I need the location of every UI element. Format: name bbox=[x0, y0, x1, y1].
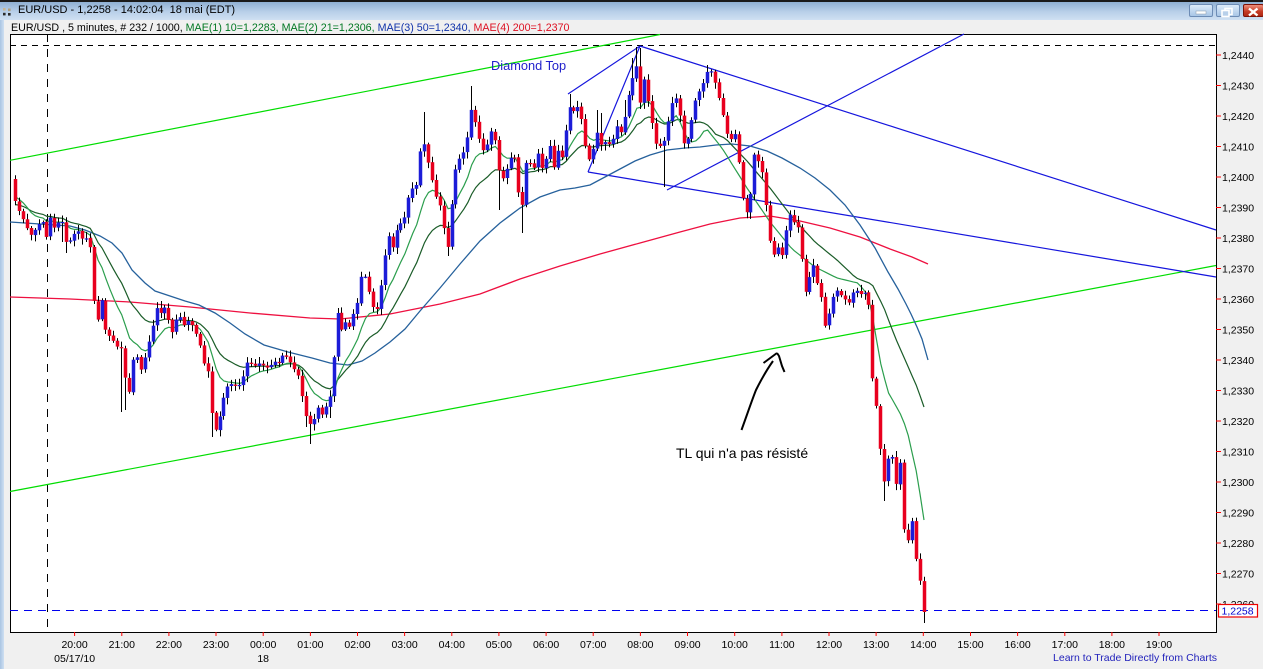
svg-text:12:00: 12:00 bbox=[816, 639, 842, 651]
svg-text:Learn to Trade Directly from C: Learn to Trade Directly from Charts bbox=[1053, 652, 1217, 664]
svg-text:1,2370: 1,2370 bbox=[1222, 263, 1254, 275]
svg-text:1,2300: 1,2300 bbox=[1222, 477, 1254, 489]
svg-text:1,2440: 1,2440 bbox=[1222, 50, 1254, 62]
svg-text:1,2390: 1,2390 bbox=[1222, 202, 1254, 214]
svg-text:1,2320: 1,2320 bbox=[1222, 416, 1254, 428]
svg-text:14:00: 14:00 bbox=[910, 639, 936, 651]
svg-text:18: 18 bbox=[257, 653, 269, 665]
svg-text:00:00: 00:00 bbox=[250, 639, 276, 651]
svg-text:03:00: 03:00 bbox=[391, 639, 417, 651]
svg-text:18:00: 18:00 bbox=[1099, 639, 1125, 651]
svg-text:05/17/10: 05/17/10 bbox=[54, 653, 95, 665]
svg-text:22:00: 22:00 bbox=[156, 639, 182, 651]
svg-text:1,2420: 1,2420 bbox=[1222, 111, 1254, 123]
svg-text:Diamond Top: Diamond Top bbox=[491, 58, 566, 73]
svg-text:1,2400: 1,2400 bbox=[1222, 172, 1254, 184]
svg-text:20:00: 20:00 bbox=[61, 639, 87, 651]
svg-text:06:00: 06:00 bbox=[533, 639, 559, 651]
svg-text:08:00: 08:00 bbox=[627, 639, 653, 651]
svg-text:1,2290: 1,2290 bbox=[1222, 507, 1254, 519]
svg-text:1,2330: 1,2330 bbox=[1222, 385, 1254, 397]
svg-text:10:00: 10:00 bbox=[722, 639, 748, 651]
svg-text:1,2380: 1,2380 bbox=[1222, 233, 1254, 245]
svg-text:1,2280: 1,2280 bbox=[1222, 538, 1254, 550]
svg-text:1,2410: 1,2410 bbox=[1222, 141, 1254, 153]
svg-text:11:00: 11:00 bbox=[769, 639, 795, 651]
svg-text:05:00: 05:00 bbox=[486, 639, 512, 651]
svg-text:16:00: 16:00 bbox=[1004, 639, 1030, 651]
svg-text:13:00: 13:00 bbox=[863, 639, 889, 651]
svg-text:TL qui n'a pas résisté: TL qui n'a pas résisté bbox=[676, 445, 808, 461]
svg-text:1,2270: 1,2270 bbox=[1222, 568, 1254, 580]
svg-text:1,2340: 1,2340 bbox=[1222, 355, 1254, 367]
svg-text:1,2258: 1,2258 bbox=[1222, 606, 1254, 618]
svg-text:17:00: 17:00 bbox=[1052, 639, 1078, 651]
svg-text:09:00: 09:00 bbox=[674, 639, 700, 651]
svg-text:04:00: 04:00 bbox=[439, 639, 465, 651]
svg-text:01:00: 01:00 bbox=[297, 639, 323, 651]
svg-text:1,2350: 1,2350 bbox=[1222, 324, 1254, 336]
svg-text:23:00: 23:00 bbox=[203, 639, 229, 651]
svg-text:02:00: 02:00 bbox=[344, 639, 370, 651]
svg-text:19:00: 19:00 bbox=[1146, 639, 1172, 651]
svg-text:1,2430: 1,2430 bbox=[1222, 80, 1254, 92]
svg-text:15:00: 15:00 bbox=[957, 639, 983, 651]
svg-text:07:00: 07:00 bbox=[580, 639, 606, 651]
svg-text:1,2310: 1,2310 bbox=[1222, 446, 1254, 458]
svg-text:1,2360: 1,2360 bbox=[1222, 294, 1254, 306]
svg-text:21:00: 21:00 bbox=[109, 639, 135, 651]
